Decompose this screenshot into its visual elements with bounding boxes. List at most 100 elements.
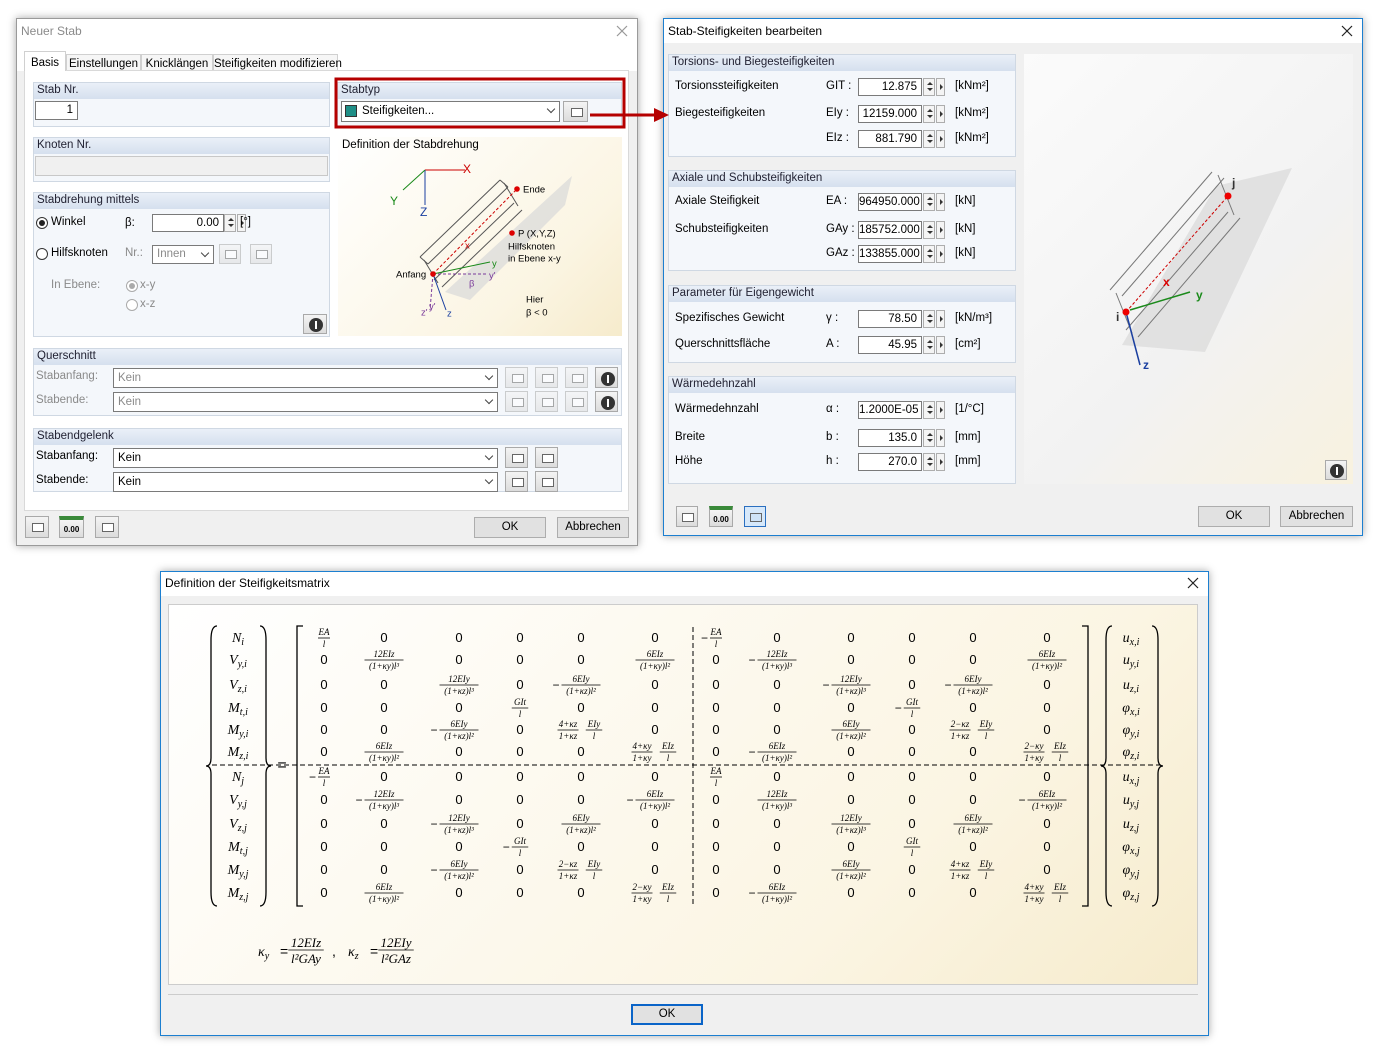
spinner-menu[interactable]: [936, 130, 945, 148]
label: Torsionssteifigkeiten: [675, 80, 779, 92]
spinner-menu[interactable]: [936, 453, 945, 471]
icon-button[interactable]: [595, 367, 618, 388]
dropdown: Innen: [152, 245, 214, 264]
info-icon: [309, 318, 323, 332]
menu-arrow: [940, 84, 946, 90]
tab[interactable]: Steifigkeiten modifizieren: [213, 54, 342, 71]
spinner-menu[interactable]: [936, 78, 945, 96]
icon-glyph: [511, 397, 524, 407]
radio-button[interactable]: [36, 248, 48, 260]
icon-button[interactable]: [744, 506, 766, 527]
input-field[interactable]: 133855.000: [858, 245, 922, 263]
input-field[interactable]: 78.50: [858, 310, 922, 328]
icon-button[interactable]: [563, 101, 588, 122]
label: Stabanfang:: [36, 370, 99, 382]
icon-button[interactable]: [535, 447, 558, 468]
spinner-menu[interactable]: [936, 245, 945, 263]
spinner-menu[interactable]: [936, 105, 945, 123]
input-field[interactable]: 45.95: [858, 336, 922, 354]
tab[interactable]: Basis: [24, 51, 66, 71]
label: Biegesteifigkeiten: [675, 107, 766, 119]
spin-down: [927, 346, 933, 352]
diagram-panel: [338, 137, 622, 336]
spinner-menu[interactable]: [936, 336, 945, 354]
icon-button[interactable]: [595, 391, 618, 412]
icon-button: [565, 367, 588, 388]
spinner[interactable]: [923, 78, 935, 96]
spinner-menu[interactable]: [936, 310, 945, 328]
input-field[interactable]: 1: [35, 101, 78, 120]
tab[interactable]: Knicklängen: [141, 54, 213, 71]
icon-button[interactable]: [676, 506, 698, 527]
spinner[interactable]: [923, 453, 935, 471]
icon-button[interactable]: 0.00: [59, 516, 84, 538]
input-field[interactable]: 270.0: [858, 453, 922, 471]
icon-button[interactable]: [505, 471, 528, 492]
icon-button[interactable]: [1325, 460, 1347, 480]
spinner[interactable]: [923, 221, 935, 239]
label: EIy :: [826, 107, 850, 119]
input-field[interactable]: 881.790: [858, 130, 922, 148]
menu-arrow: [940, 459, 946, 465]
radio-dot: [129, 283, 135, 289]
input-field[interactable]: 1.2000E-05: [858, 401, 922, 419]
spinner[interactable]: [923, 130, 935, 148]
spinner[interactable]: [923, 105, 935, 123]
icon-button: [565, 391, 588, 412]
spinner-menu[interactable]: [936, 193, 945, 211]
spinner-menu[interactable]: [936, 221, 945, 239]
ok-button[interactable]: OK: [631, 1004, 703, 1025]
ok-button[interactable]: OK: [1198, 506, 1270, 527]
icon-glyph: [571, 373, 584, 383]
spin-up: [927, 311, 933, 317]
menu-arrow: [940, 407, 946, 413]
dropdown[interactable]: Steifigkeiten...: [341, 101, 560, 122]
dropdown[interactable]: Kein: [113, 448, 498, 468]
spin-up: [927, 246, 933, 252]
group-box: [668, 376, 1016, 484]
input-field[interactable]: 12.875: [858, 78, 922, 96]
spinner[interactable]: [923, 429, 935, 447]
icon-button[interactable]: [505, 447, 528, 468]
info-icon: [1330, 464, 1344, 478]
label: Höhe: [675, 455, 703, 467]
input-field[interactable]: 964950.000: [858, 193, 922, 211]
group-header: Torsions- und Biegesteifigkeiten: [669, 55, 1015, 71]
spinner[interactable]: [923, 193, 935, 211]
input-field[interactable]: 0.00: [152, 214, 224, 232]
group-header: Stabendgelenk: [34, 429, 621, 445]
input-field[interactable]: 135.0: [858, 429, 922, 447]
spinner[interactable]: [923, 336, 935, 354]
spin-up: [927, 430, 933, 436]
dropdown[interactable]: Kein: [113, 472, 498, 492]
diagram-panel: [1024, 54, 1353, 484]
spinner-menu[interactable]: [936, 401, 945, 419]
info-stroke: [315, 321, 317, 329]
cancel-button[interactable]: Abbrechen: [557, 517, 629, 538]
ok-button[interactable]: OK: [474, 517, 546, 538]
spinner-menu[interactable]: [936, 429, 945, 447]
cancel-button[interactable]: Abbrechen: [1280, 506, 1353, 527]
input-field[interactable]: 185752.000: [858, 221, 922, 239]
spinner[interactable]: [923, 245, 935, 263]
icon-button[interactable]: [25, 516, 49, 538]
tab[interactable]: Einstellungen: [66, 54, 141, 71]
spinner[interactable]: [224, 214, 236, 232]
icon-button[interactable]: [95, 516, 119, 538]
icon-glyph: [511, 453, 524, 463]
spinner-menu[interactable]: [237, 214, 246, 232]
label: In Ebene:: [51, 279, 101, 291]
radio-dot: [39, 220, 45, 226]
icon-button[interactable]: [303, 314, 327, 334]
spinner[interactable]: [923, 310, 935, 328]
input-field[interactable]: 12159.000: [858, 105, 922, 123]
radio-button[interactable]: [36, 217, 48, 229]
menu-arrow: [940, 111, 946, 117]
label: Stabende:: [36, 474, 89, 486]
label: [mm]: [955, 431, 981, 443]
icon-button[interactable]: 0.00: [709, 506, 733, 527]
spinner[interactable]: [923, 401, 935, 419]
menu-arrow: [940, 316, 946, 322]
spin-up: [927, 337, 933, 343]
icon-button[interactable]: [535, 471, 558, 492]
